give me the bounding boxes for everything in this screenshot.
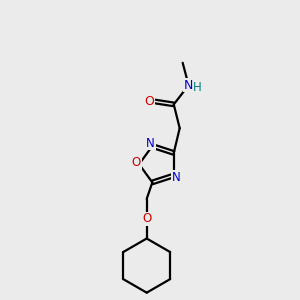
Text: N: N xyxy=(172,171,181,184)
Text: O: O xyxy=(145,94,154,108)
Text: H: H xyxy=(193,81,201,94)
Text: N: N xyxy=(184,79,193,92)
Text: O: O xyxy=(142,212,151,225)
Text: O: O xyxy=(132,156,141,169)
Text: N: N xyxy=(146,137,155,150)
